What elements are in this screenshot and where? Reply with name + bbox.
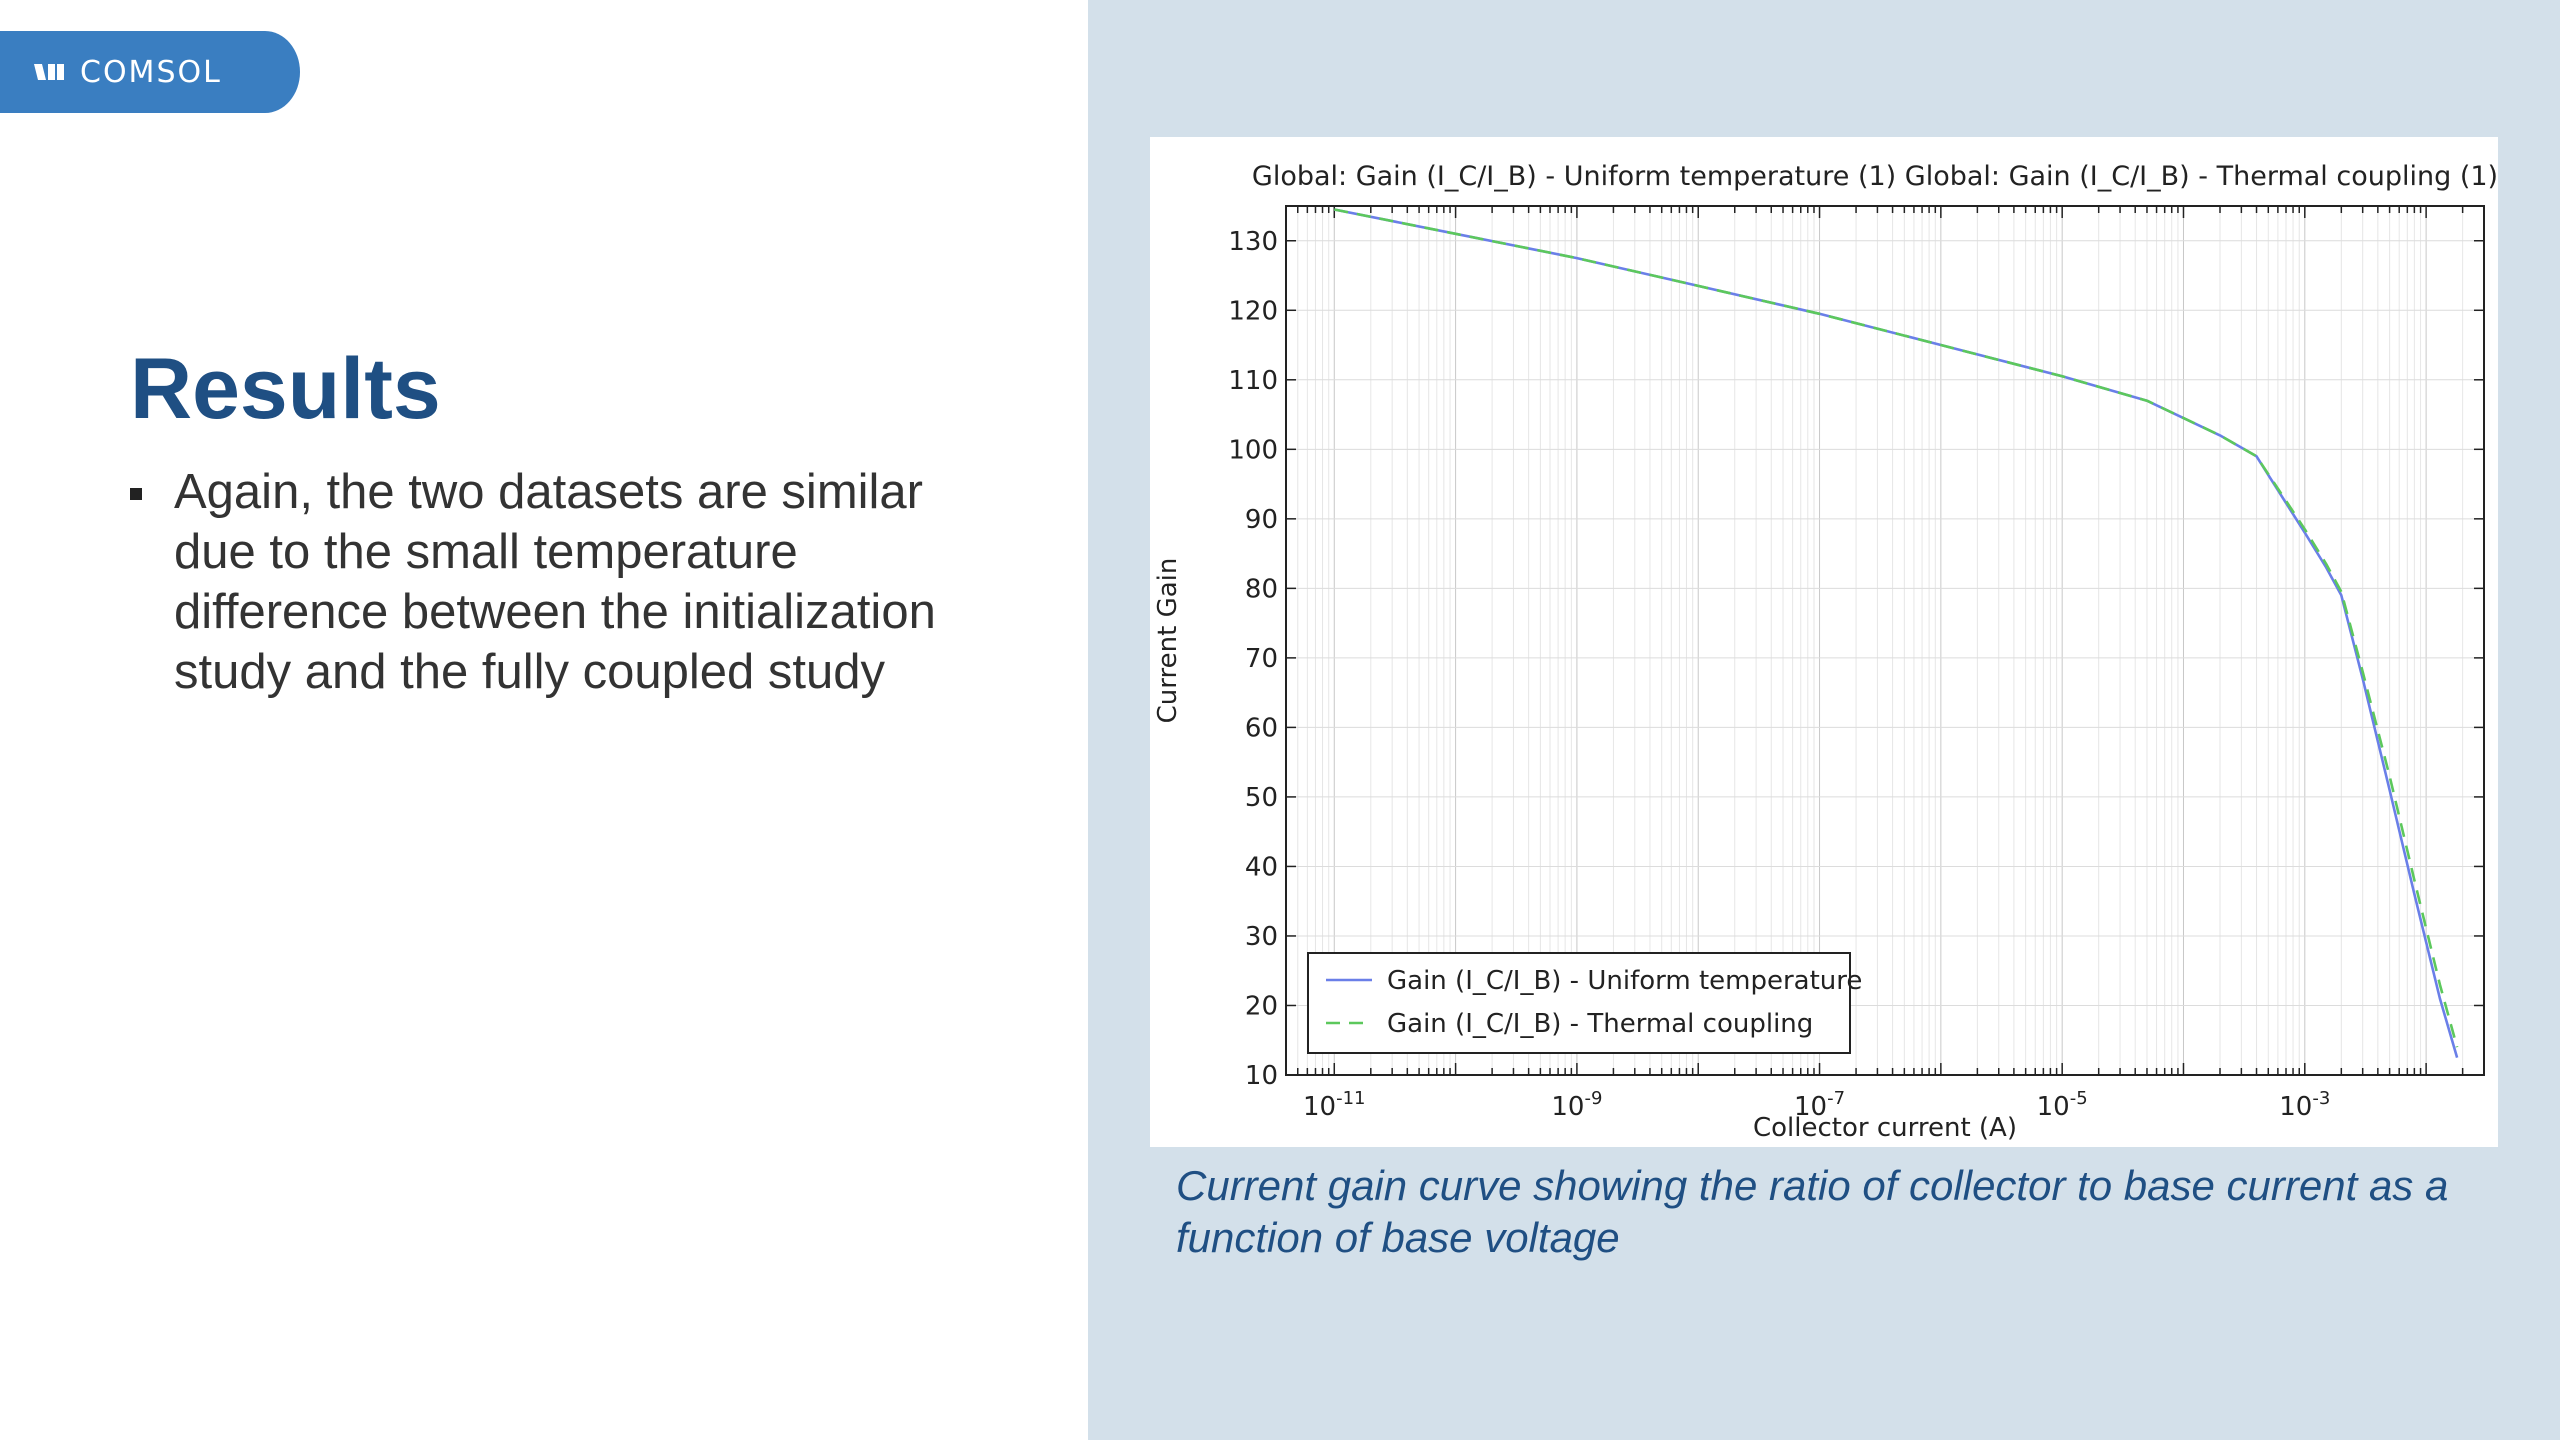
y-tick-label: 80	[1245, 574, 1278, 604]
x-tick-label: 10-3	[2279, 1088, 2330, 1122]
y-tick-label: 90	[1245, 505, 1278, 535]
bullet-text: Again, the two datasets are similar due …	[174, 465, 936, 699]
y-tick-label: 40	[1245, 852, 1278, 882]
brand-logo: COMSOL	[0, 31, 300, 113]
y-tick-label: 120	[1228, 296, 1278, 326]
bullet-item: Again, the two datasets are similar due …	[130, 462, 950, 702]
legend: Gain (I_C/I_B) - Uniform temperature Gain…	[1307, 952, 1862, 1054]
x-tick-label: 10-11	[1303, 1088, 1366, 1122]
y-tick-label: 10	[1245, 1061, 1278, 1091]
legend-label: Gain (I_C/I_B) - Thermal coupling	[1387, 1009, 1813, 1039]
y-axis-label: Current Gain	[1153, 558, 1183, 724]
comsol-logo-icon	[32, 60, 72, 84]
y-tick-label: 70	[1245, 644, 1278, 674]
legend-box	[1307, 952, 1851, 1054]
series-line-2	[1334, 208, 2459, 1048]
y-tick-label: 50	[1245, 783, 1278, 813]
x-tick-label: 10-7	[1794, 1088, 1845, 1122]
figure-caption: Current gain curve showing the ratio of …	[1176, 1162, 2449, 1261]
page-title: Results	[130, 341, 441, 437]
bullet-list: Again, the two datasets are similar due …	[130, 462, 950, 702]
series-line-1	[1334, 208, 2459, 1058]
gain-chart: Global: Gain (I_C/I_B) - Uniform tempera…	[1153, 161, 2498, 1143]
y-tick-label: 100	[1228, 435, 1278, 465]
y-tick-label: 60	[1245, 713, 1278, 743]
legend-label: Gain (I_C/I_B) - Uniform temperature	[1387, 966, 1862, 996]
bullet-marker	[130, 488, 142, 500]
y-tick-label: 110	[1228, 366, 1278, 396]
logo-text: COMSOL	[80, 54, 222, 90]
plot-frame	[1285, 205, 2485, 1076]
y-tick-label: 20	[1245, 991, 1278, 1021]
x-tick-label: 10-5	[2037, 1088, 2088, 1122]
x-tick-label: 10-9	[1551, 1088, 1602, 1122]
y-tick-label: 130	[1228, 227, 1278, 257]
grid-lines	[1285, 206, 2485, 1076]
chart-container: Global: Gain (I_C/I_B) - Uniform tempera…	[1150, 137, 2498, 1147]
x-axis-label: Collector current (A)	[1753, 1113, 2017, 1143]
y-tick-label: 30	[1245, 922, 1278, 952]
chart-title: Global: Gain (I_C/I_B) - Uniform tempera…	[1252, 161, 2498, 192]
